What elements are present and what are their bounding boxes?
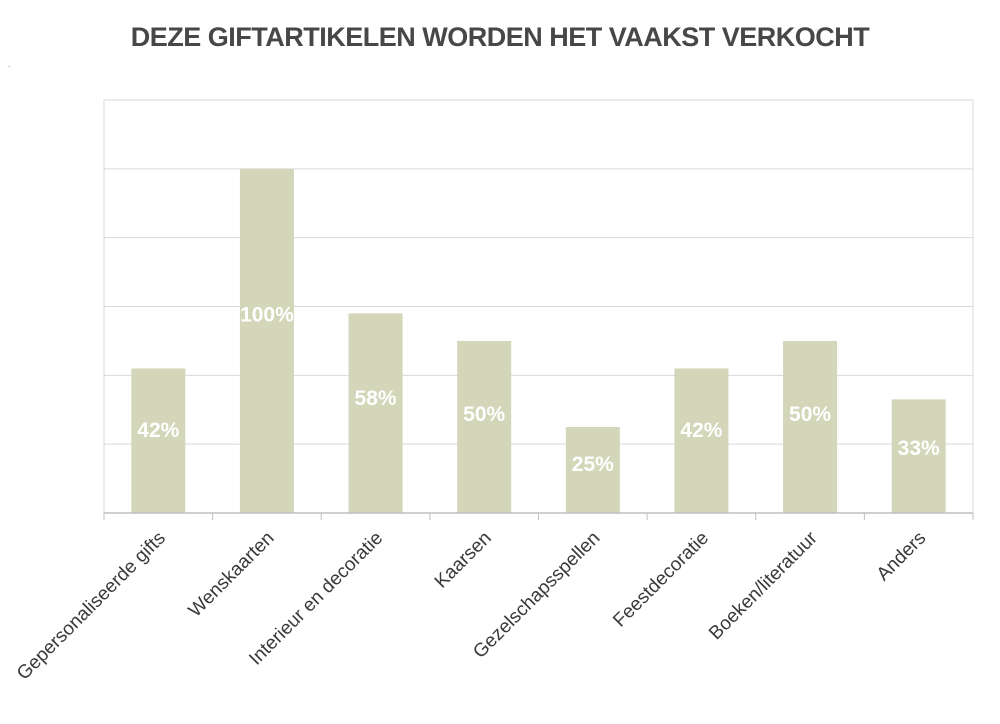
bar <box>131 368 186 513</box>
bar <box>457 340 512 513</box>
data-label: 42% <box>680 419 722 442</box>
x-tick-label: Anders <box>873 528 930 585</box>
bar <box>783 340 838 513</box>
x-tick-label: Gepersonaliseerde gifts <box>13 528 170 685</box>
bar <box>565 426 620 513</box>
data-label: 25% <box>572 453 614 476</box>
x-tick-labels: Gepersonaliseerde gifts WenskaartenInteri… <box>13 527 930 684</box>
data-label: 58% <box>355 387 397 410</box>
x-tick-label: Feestdecoratie <box>609 528 713 632</box>
axes <box>103 100 974 520</box>
bar <box>239 168 294 514</box>
data-labels: 42% 100% 58% 50% 25% 42% 50% 33% <box>137 303 940 476</box>
bars <box>131 168 946 514</box>
gridlines <box>104 99 974 513</box>
bar <box>348 313 403 513</box>
x-tick-label: Wenskaarten <box>185 528 279 622</box>
stray-mark: . <box>8 60 11 69</box>
data-label: 100% <box>240 303 294 326</box>
chart-title: DEZE GIFTARTIKELEN WORDEN HET VAAKST VER… <box>130 22 870 52</box>
data-label: 33% <box>898 437 940 460</box>
data-label: 42% <box>137 419 179 442</box>
bar <box>891 399 946 513</box>
bar <box>674 368 729 513</box>
data-label: 50% <box>789 403 831 426</box>
x-tick-label: Boeken/literatuur <box>705 527 822 644</box>
x-tick-label: Kaarsen <box>431 528 496 593</box>
data-label: 50% <box>463 403 505 426</box>
